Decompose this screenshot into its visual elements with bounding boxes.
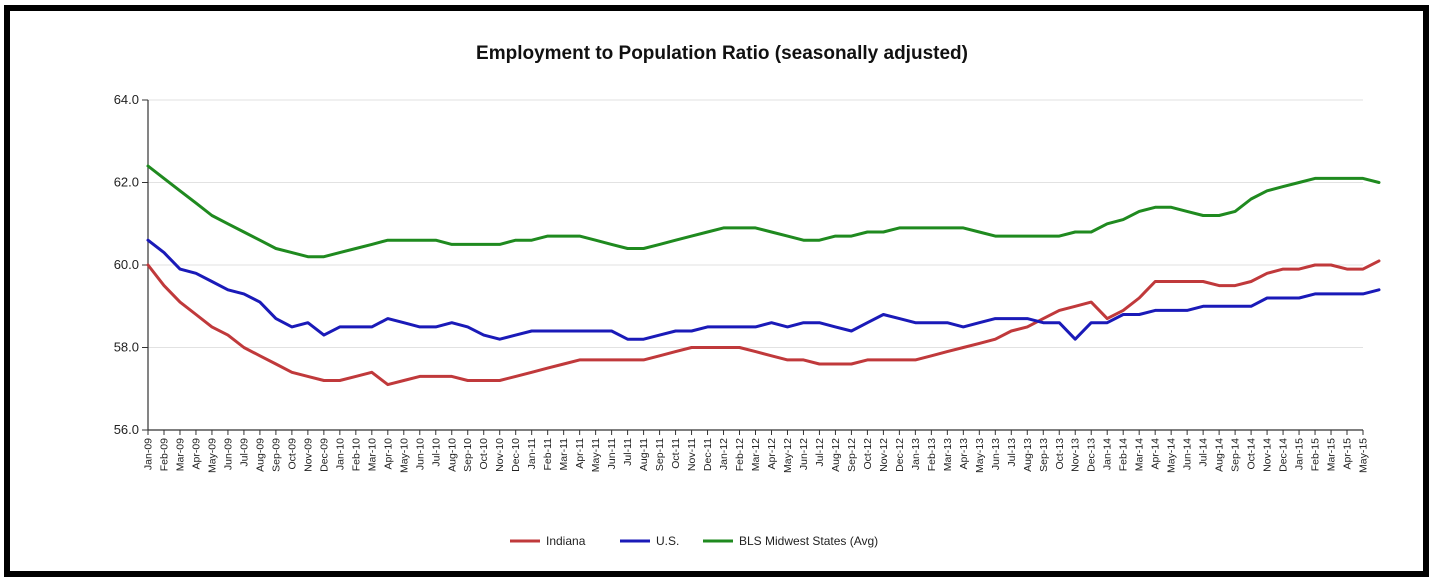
x-tick-label: May-12 bbox=[782, 438, 794, 473]
y-tick-label: 62.0 bbox=[114, 175, 139, 190]
y-tick-label: 56.0 bbox=[114, 422, 139, 437]
x-tick-label: May-09 bbox=[206, 438, 218, 473]
x-tick-label: Feb-12 bbox=[734, 438, 746, 471]
x-tick-label: Mar-09 bbox=[174, 438, 186, 471]
y-tick-label: 60.0 bbox=[114, 257, 139, 272]
x-tick-label: Apr-10 bbox=[382, 438, 394, 470]
x-tick-label: Aug-09 bbox=[254, 438, 266, 472]
x-tick-label: Oct-14 bbox=[1246, 438, 1258, 470]
x-tick-label: Nov-09 bbox=[302, 438, 314, 472]
y-axis-ticks: 56.0 58.0 60.0 62.0 64.0 bbox=[114, 92, 148, 437]
x-tick-label: Aug-12 bbox=[830, 438, 842, 472]
x-tick-label: Oct-13 bbox=[1054, 438, 1066, 470]
x-tick-label: Jan-11 bbox=[526, 438, 538, 469]
chart-title: Employment to Population Ratio (seasonal… bbox=[476, 43, 968, 64]
x-axis-ticks: Jan-09 Feb-09 Mar-09 Apr-09 May-09 Jun-09 Jul-… bbox=[143, 430, 1370, 473]
x-tick-label: Jan-10 bbox=[334, 438, 346, 470]
x-tick-label: Apr-11 bbox=[574, 438, 586, 469]
y-tick-label: 64.0 bbox=[114, 92, 139, 107]
x-tick-label: Jan-12 bbox=[718, 438, 730, 470]
x-tick-label: Nov-11 bbox=[686, 438, 698, 471]
x-tick-label: Sep-14 bbox=[1230, 438, 1242, 472]
x-tick-label: Mar-12 bbox=[750, 438, 762, 471]
x-tick-label: Feb-15 bbox=[1310, 438, 1322, 471]
x-tick-label: Jan-13 bbox=[910, 438, 922, 470]
series-line-indiana bbox=[146, 259, 1381, 387]
x-tick-label: Mar-10 bbox=[366, 438, 378, 471]
x-tick-label: Nov-10 bbox=[494, 438, 506, 472]
x-tick-label: Dec-10 bbox=[510, 438, 522, 472]
x-tick-label: Mar-13 bbox=[942, 438, 954, 471]
x-tick-label: Aug-13 bbox=[1022, 438, 1034, 472]
x-tick-label: Feb-11 bbox=[542, 438, 554, 471]
x-tick-label: Jan-09 bbox=[143, 438, 155, 470]
x-tick-label: Mar-15 bbox=[1326, 438, 1338, 471]
x-tick-label: Aug-14 bbox=[1214, 438, 1226, 472]
x-tick-label: Jan-14 bbox=[1102, 438, 1114, 470]
y-tick-label: 58.0 bbox=[114, 340, 139, 355]
x-tick-label: Feb-14 bbox=[1118, 438, 1130, 471]
x-tick-label: Jul-13 bbox=[1006, 438, 1018, 467]
x-tick-label: Jul-12 bbox=[814, 438, 826, 467]
x-tick-label: Apr-14 bbox=[1150, 438, 1162, 470]
legend: Indiana U.S. BLS Midwest States (Avg) bbox=[510, 534, 878, 548]
x-tick-label: Feb-09 bbox=[158, 438, 170, 471]
x-tick-label: Jul-14 bbox=[1198, 438, 1210, 467]
x-tick-label: Oct-12 bbox=[862, 438, 874, 470]
x-tick-label: Sep-13 bbox=[1038, 438, 1050, 472]
x-tick-label: Nov-13 bbox=[1070, 438, 1082, 472]
legend-label: BLS Midwest States (Avg) bbox=[739, 534, 878, 548]
x-tick-label: May-15 bbox=[1358, 438, 1370, 473]
series-line-u-s bbox=[146, 238, 1381, 341]
x-tick-label: Apr-13 bbox=[958, 438, 970, 470]
x-tick-label: Oct-11 bbox=[670, 438, 682, 469]
x-tick-label: Jul-10 bbox=[430, 438, 442, 467]
x-tick-label: Mar-11 bbox=[558, 438, 570, 471]
x-tick-label: Jun-14 bbox=[1182, 438, 1194, 470]
x-tick-label: Jun-12 bbox=[798, 438, 810, 470]
x-tick-label: Apr-12 bbox=[766, 438, 778, 470]
x-tick-label: Sep-11 bbox=[654, 438, 666, 471]
x-tick-label: Jul-09 bbox=[238, 438, 250, 467]
x-tick-label: Jan-15 bbox=[1294, 438, 1306, 470]
x-tick-label: Aug-10 bbox=[446, 438, 458, 472]
legend-label: Indiana bbox=[546, 534, 586, 548]
x-tick-label: Feb-10 bbox=[350, 438, 362, 471]
x-tick-label: Feb-13 bbox=[926, 438, 938, 471]
chart-frame: Employment to Population Ratio (seasonal… bbox=[4, 5, 1429, 577]
x-tick-label: Oct-09 bbox=[286, 438, 298, 470]
x-tick-label: Aug-11 bbox=[638, 438, 650, 471]
x-tick-label: Sep-12 bbox=[846, 438, 858, 472]
x-tick-label: Oct-10 bbox=[478, 438, 490, 470]
x-tick-label: May-11 bbox=[590, 438, 602, 472]
x-tick-label: Dec-09 bbox=[318, 438, 330, 472]
x-tick-label: Sep-10 bbox=[462, 438, 474, 472]
x-tick-label: May-10 bbox=[398, 438, 410, 473]
x-tick-label: Nov-14 bbox=[1262, 438, 1274, 472]
x-tick-label: Dec-13 bbox=[1086, 438, 1098, 472]
x-tick-label: Sep-09 bbox=[270, 438, 282, 472]
x-tick-label: Jul-11 bbox=[622, 438, 634, 466]
x-tick-label: Nov-12 bbox=[878, 438, 890, 472]
x-tick-label: Mar-14 bbox=[1134, 438, 1146, 471]
line-chart: Employment to Population Ratio (seasonal… bbox=[114, 43, 1381, 548]
x-tick-label: Jun-10 bbox=[414, 438, 426, 470]
series-lines bbox=[146, 164, 1381, 387]
series-line-bls-midwest-states-avg bbox=[146, 164, 1381, 259]
x-tick-label: Dec-12 bbox=[894, 438, 906, 472]
grid bbox=[148, 99, 1363, 348]
x-tick-label: Dec-11 bbox=[702, 438, 714, 471]
x-tick-label: Jun-09 bbox=[222, 438, 234, 470]
x-tick-label: May-14 bbox=[1166, 438, 1178, 473]
x-tick-label: Apr-09 bbox=[190, 438, 202, 470]
x-tick-label: Jun-11 bbox=[606, 438, 618, 469]
x-tick-label: May-13 bbox=[974, 438, 986, 473]
x-tick-label: Dec-14 bbox=[1278, 438, 1290, 472]
x-tick-label: Apr-15 bbox=[1342, 438, 1354, 470]
x-tick-label: Jun-13 bbox=[990, 438, 1002, 470]
legend-label: U.S. bbox=[656, 534, 679, 548]
